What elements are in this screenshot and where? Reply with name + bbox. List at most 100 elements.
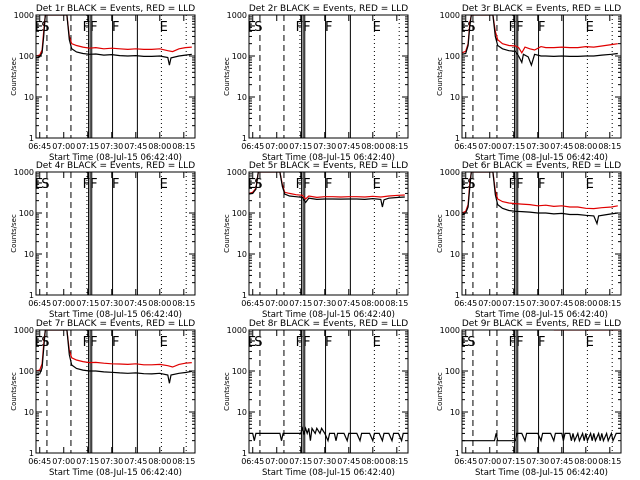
x-axis-label: Start Time (08-Jul-15 06:42:40)	[262, 153, 395, 163]
segment-label: F	[112, 177, 119, 192]
segment-label: E	[586, 20, 594, 35]
y-tick-label: 100	[232, 367, 247, 376]
x-tick-label: 06:45	[241, 299, 264, 308]
x-tick-label: 06:45	[454, 457, 477, 466]
x-axis-label: Start Time (08-Jul-15 06:42:40)	[49, 468, 182, 478]
x-tick-label: 07:15	[502, 299, 525, 308]
y-tick-label: 10	[24, 93, 34, 102]
y-axis-label: Counts/sec	[436, 214, 444, 253]
x-tick-label: 07:00	[265, 299, 288, 308]
plot-frame	[35, 14, 196, 139]
panel-title: Det 7r BLACK = Events, RED = LLD	[36, 319, 195, 329]
x-tick-label: 07:30	[526, 457, 549, 466]
x-tick-label: 06:45	[241, 457, 264, 466]
panel-title: Det 2r BLACK = Events, RED = LLD	[249, 4, 408, 14]
x-tick-label: 08:15	[598, 457, 621, 466]
y-tick-label: 100	[19, 52, 34, 61]
x-tick-label: 07:15	[76, 457, 99, 466]
y-tick-label: 1	[29, 291, 34, 300]
x-tick-label: 08:00	[361, 299, 384, 308]
x-tick-label: 08:00	[148, 142, 171, 151]
plot-frame	[35, 329, 196, 454]
x-tick-label: 07:00	[478, 142, 501, 151]
segment-label: S	[254, 335, 262, 350]
y-tick-label: 1	[242, 291, 247, 300]
x-tick-label: 06:45	[28, 457, 51, 466]
segment-label: S	[254, 177, 262, 192]
x-tick-label: 07:30	[526, 299, 549, 308]
events-series-line	[36, 330, 192, 384]
plot-frame	[248, 171, 409, 296]
x-tick-label: 07:45	[337, 457, 360, 466]
x-axis-label: Start Time (08-Jul-15 06:42:40)	[49, 310, 182, 320]
x-tick-label: 07:45	[337, 142, 360, 151]
y-tick-label: 100	[232, 52, 247, 61]
x-tick-label: 07:45	[550, 142, 573, 151]
x-axis-label: Start Time (08-Jul-15 06:42:40)	[49, 153, 182, 163]
x-tick-label: 08:15	[385, 457, 408, 466]
x-tick-label: 07:00	[478, 457, 501, 466]
lld-series-line	[249, 172, 405, 200]
x-tick-label: 07:30	[313, 142, 336, 151]
x-tick-label: 06:45	[28, 299, 51, 308]
x-tick-label: 07:30	[526, 142, 549, 151]
segment-label: F	[538, 177, 545, 192]
x-tick-label: 07:30	[100, 299, 123, 308]
y-tick-label: 10	[237, 408, 247, 417]
y-tick-label: 1000	[14, 168, 34, 177]
lld-series-line	[462, 15, 618, 54]
panel-title: Det 5r BLACK = Events, RED = LLD	[249, 161, 408, 171]
y-tick-label: 1000	[227, 11, 247, 20]
lld-series-line	[36, 15, 192, 57]
panel-title: Det 4r BLACK = Events, RED = LLD	[36, 161, 195, 171]
segment-label: F	[538, 20, 545, 35]
plot-frame	[461, 171, 622, 296]
x-tick-label: 07:30	[100, 142, 123, 151]
y-tick-label: 1	[29, 134, 34, 143]
y-tick-label: 10	[237, 93, 247, 102]
x-tick-label: 08:15	[172, 299, 195, 308]
segment-label: F	[325, 335, 332, 350]
x-tick-label: 07:15	[502, 142, 525, 151]
x-tick-label: 07:45	[550, 457, 573, 466]
segment-label: S	[41, 20, 49, 35]
segment-label: FF	[83, 177, 98, 192]
segment-label: FF	[83, 335, 98, 350]
y-axis-label: Counts/sec	[223, 372, 231, 411]
x-tick-label: 07:15	[289, 142, 312, 151]
x-tick-label: 08:00	[361, 142, 384, 151]
x-tick-label: 08:00	[574, 142, 597, 151]
segment-label: F	[325, 177, 332, 192]
segment-label: S	[467, 335, 475, 350]
y-tick-label: 1000	[14, 326, 34, 335]
events-series-line	[462, 15, 618, 67]
y-tick-label: 1000	[440, 168, 460, 177]
y-axis-label: Counts/sec	[10, 214, 18, 253]
y-tick-label: 1	[455, 134, 460, 143]
segment-label: E	[160, 20, 168, 35]
y-tick-label: 10	[450, 250, 460, 259]
panel-title: Det 3r BLACK = Events, RED = LLD	[462, 4, 621, 14]
x-tick-label: 06:45	[28, 142, 51, 151]
segment-label: S	[254, 20, 262, 35]
segment-label: FF	[509, 20, 524, 35]
x-tick-label: 08:00	[361, 457, 384, 466]
y-tick-label: 10	[24, 250, 34, 259]
y-axis-label: Counts/sec	[436, 372, 444, 411]
y-tick-label: 1000	[440, 326, 460, 335]
x-axis-label: Start Time (08-Jul-15 06:42:40)	[262, 310, 395, 320]
y-tick-label: 10	[450, 408, 460, 417]
x-tick-label: 08:15	[172, 457, 195, 466]
events-series-line	[36, 15, 192, 66]
x-tick-label: 07:45	[550, 299, 573, 308]
y-tick-label: 100	[445, 367, 460, 376]
x-tick-label: 06:45	[454, 142, 477, 151]
x-tick-label: 08:15	[172, 142, 195, 151]
x-tick-label: 06:45	[454, 299, 477, 308]
x-tick-label: 08:15	[385, 142, 408, 151]
